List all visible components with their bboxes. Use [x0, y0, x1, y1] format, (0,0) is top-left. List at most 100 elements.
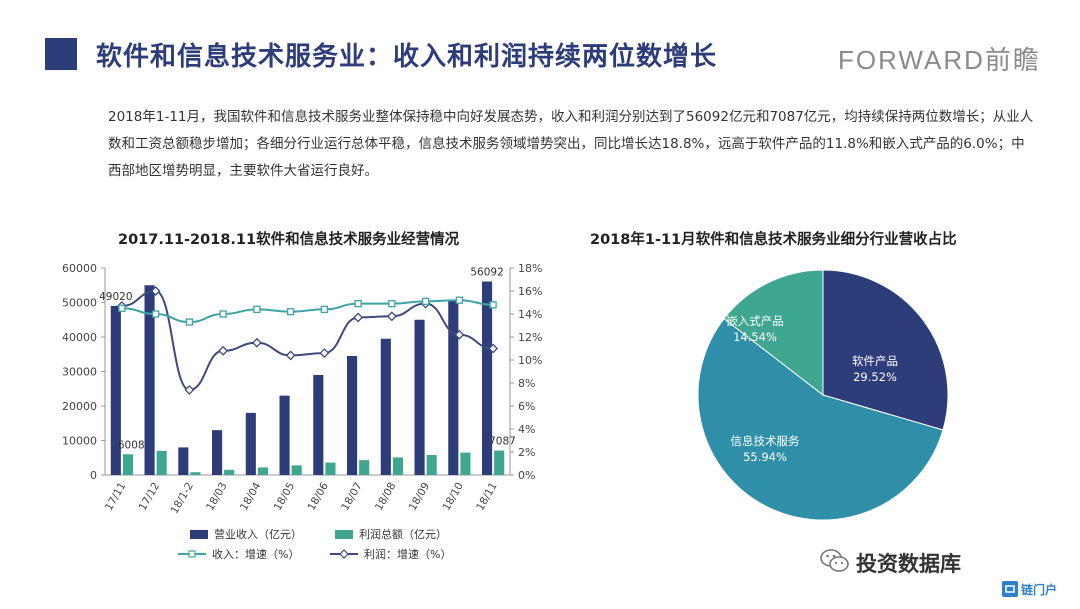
data-label: 56092 — [470, 266, 503, 278]
right-tick-label: 6% — [518, 400, 535, 413]
right-tick-label: 12% — [518, 331, 542, 344]
legend-label: 收入：增速（%） — [212, 547, 299, 561]
x-tick-label: 18/09 — [407, 481, 433, 513]
revenue-bar — [313, 374, 324, 475]
summary-text: 2018年1-11月，我国软件和信息技术服务业整体保持稳中向好发展态势，收入和利… — [108, 109, 1034, 179]
x-tick-label: 17/12 — [137, 481, 163, 513]
profit-bar — [156, 450, 167, 475]
revenue-bar — [482, 281, 493, 475]
revenue-growth-line — [121, 299, 494, 324]
profit-bar — [291, 465, 302, 475]
left-tick-label: 40000 — [62, 331, 97, 344]
data-label: 49020 — [99, 291, 132, 303]
left-tick-label: 0 — [90, 469, 97, 482]
x-tick-label: 18/04 — [238, 480, 264, 512]
wechat-icon — [820, 548, 850, 574]
bar-chart-title: 2017.11-2018.11软件和信息技术服务业经营情况 — [118, 232, 460, 248]
revenue-bar — [178, 447, 189, 475]
revenue-bar — [212, 430, 223, 475]
revenue-bar — [347, 355, 358, 475]
revenue-bar — [245, 412, 256, 475]
right-tick-label: 16% — [518, 285, 542, 298]
legend-marker — [339, 549, 349, 559]
profit-growth-point — [150, 286, 161, 296]
profit-bar — [494, 450, 505, 475]
summary-paragraph: 2018年1-11月，我国软件和信息技术服务业整体保持稳中向好发展态势，收入和利… — [108, 104, 1038, 185]
right-tick-label: 18% — [518, 262, 542, 275]
right-tick-label: 8% — [518, 377, 535, 390]
revenue-growth-point — [489, 301, 497, 309]
pie-chart-title: 2018年1-11月软件和信息技术服务业细分行业营收占比 — [590, 232, 957, 248]
x-tick-label: 18/1-2 — [169, 481, 196, 516]
pie-chart: 软件产品 29.52% 信息技术服务 55.94% 嵌入式产品 14.54% — [697, 269, 949, 521]
profit-bar — [426, 454, 437, 475]
legend-label: 利润：增速（%） — [364, 547, 451, 561]
left-tick-label: 50000 — [62, 297, 97, 310]
left-tick-label: 30000 — [62, 366, 97, 379]
right-tick-label: 2% — [518, 446, 535, 459]
title-accent-block — [45, 38, 77, 70]
data-label: 6008 — [118, 439, 145, 451]
revenue-growth-point — [421, 297, 430, 305]
profit-bar — [392, 457, 403, 475]
pie-slice — [697, 317, 944, 521]
left-tick-label: 60000 — [62, 262, 97, 275]
revenue-growth-point — [253, 305, 261, 314]
revenue-bar — [380, 338, 391, 475]
profit-bar — [359, 460, 370, 475]
pie-slice-percent: 14.54% — [733, 330, 777, 344]
profit-growth-point — [319, 348, 330, 359]
revenue-growth-point — [388, 300, 396, 308]
legend-swatch — [335, 530, 353, 539]
profit-growth-line — [121, 289, 494, 391]
pie-slice-label: 嵌入式产品 — [726, 314, 784, 328]
profit-growth-point — [488, 343, 499, 354]
legend-swatch — [190, 530, 208, 539]
pie-slice — [822, 269, 949, 431]
profit-growth-point — [285, 350, 296, 361]
combo-chart: 0 10000 20000 30000 40000 50000 60000 0% 2% 4% 6% 8… — [62, 262, 542, 561]
pie-slice-percent: 29.52% — [853, 370, 897, 384]
pie-slice — [723, 269, 824, 397]
legend-marker — [188, 550, 196, 558]
revenue-bar — [279, 395, 290, 475]
profit-bar — [257, 467, 268, 475]
pie-slice-label: 软件产品 — [852, 354, 898, 368]
profit-growth-point — [184, 384, 195, 395]
footer-badge: 链门户 — [1002, 578, 1062, 602]
profit-bar — [122, 454, 133, 475]
revenue-growth-point — [354, 300, 362, 308]
x-tick-label: 18/06 — [305, 480, 331, 512]
revenue-bar — [448, 300, 459, 475]
profit-bar — [190, 472, 201, 475]
revenue-bar — [414, 319, 425, 475]
x-tick-label: 18/10 — [440, 481, 466, 513]
profit-growth-point — [353, 312, 364, 323]
left-tick-label: 20000 — [62, 400, 97, 413]
pie-slice-percent: 55.94% — [743, 450, 787, 464]
profit-growth-point — [386, 311, 397, 322]
revenue-growth-point — [118, 304, 126, 312]
legend-label: 利润总额（亿元） — [359, 527, 447, 541]
legend-label: 营业收入（亿元） — [214, 527, 302, 541]
forward-logo: FORWARD前瞻 — [838, 45, 1041, 75]
right-tick-label: 4% — [518, 423, 535, 436]
revenue-growth-point — [151, 310, 160, 318]
footer-brand: 投资数据库 — [856, 552, 961, 576]
revenue-growth-point — [320, 305, 329, 314]
profit-bar — [325, 462, 336, 475]
right-tick-label: 0% — [518, 469, 535, 482]
right-tick-label: 10% — [518, 354, 542, 367]
data-label: 7087 — [489, 436, 516, 448]
revenue-growth-point — [185, 318, 194, 326]
profit-growth-point — [251, 337, 262, 348]
profit-growth-point — [454, 329, 465, 340]
revenue-growth-point — [286, 308, 295, 316]
revenue-bar — [144, 285, 155, 475]
profit-bar — [460, 452, 471, 475]
x-tick-label: 18/07 — [339, 481, 365, 513]
x-tick-label: 17/11 — [103, 481, 129, 513]
x-tick-label: 18/08 — [373, 481, 399, 513]
footer-badge-label: 链门户 — [1021, 582, 1057, 597]
profit-growth-point — [218, 345, 229, 356]
